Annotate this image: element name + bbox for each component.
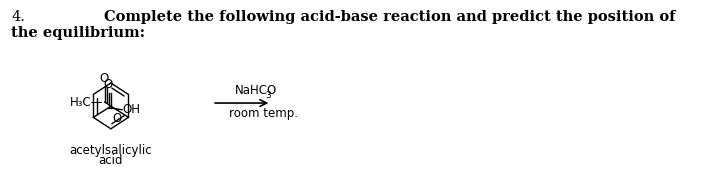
Text: Complete the following acid-base reaction and predict the position of: Complete the following acid-base reactio… <box>104 10 675 24</box>
Text: 4.: 4. <box>12 10 25 24</box>
Text: room temp.: room temp. <box>229 107 298 120</box>
Text: NaHCO: NaHCO <box>235 84 277 97</box>
Text: OH: OH <box>123 103 141 116</box>
Text: the equilibrium:: the equilibrium: <box>12 26 145 40</box>
Text: 3: 3 <box>266 91 271 100</box>
Text: O: O <box>103 78 112 91</box>
Text: acid: acid <box>99 154 123 167</box>
Text: H₃C—: H₃C— <box>70 96 103 109</box>
Text: O: O <box>112 112 121 125</box>
Text: acetylsalicylic: acetylsalicylic <box>70 144 152 157</box>
Text: O: O <box>99 72 109 85</box>
